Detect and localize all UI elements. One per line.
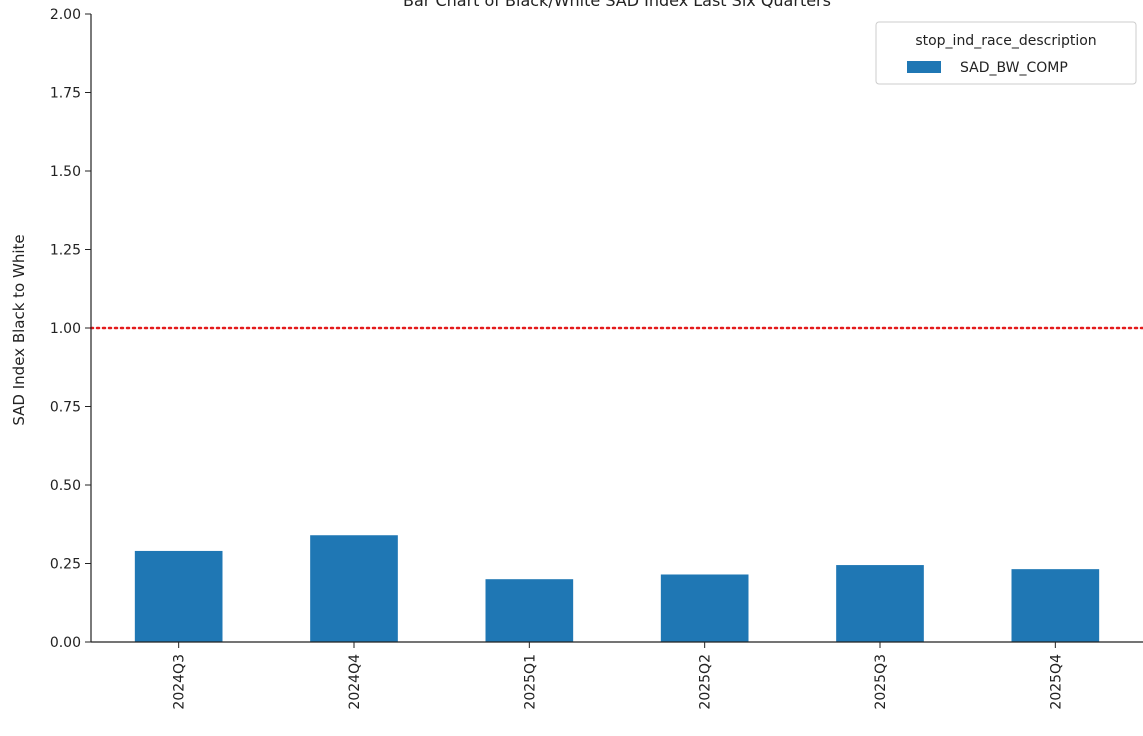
bar-2025q2 [661, 574, 749, 642]
y-tick-label: 1.25 [50, 243, 81, 259]
legend-title: stop_ind_race_description [915, 33, 1096, 49]
y-axis-title: SAD Index Black to White [10, 234, 28, 425]
y-tick-label: 0.00 [50, 635, 81, 651]
x-tick-label: 2025Q3 [873, 654, 889, 710]
chart-title: Bar Chart of Black/White SAD Index Last … [403, 0, 831, 10]
legend[interactable]: stop_ind_race_description SAD_BW_COMP [876, 22, 1136, 84]
bar-2024q4 [310, 535, 398, 642]
x-tick-label: 2025Q4 [1048, 654, 1064, 710]
bar-2024q3 [135, 551, 223, 642]
bar-2025q1 [486, 579, 574, 642]
x-axis: 2024Q3 2024Q4 2025Q1 2025Q2 2025Q3 2025Q4 [172, 642, 1065, 710]
y-tick-label: 1.00 [50, 321, 81, 337]
y-tick-label: 2.00 [50, 7, 81, 23]
y-tick-label: 0.75 [50, 400, 81, 416]
y-tick-label: 1.50 [50, 164, 81, 180]
bar-2025q4 [1012, 569, 1100, 642]
bar-2025q3 [836, 565, 924, 642]
x-tick-label: 2025Q2 [698, 654, 714, 710]
legend-entry-sad-bw-comp: SAD_BW_COMP [960, 60, 1068, 76]
x-tick-label: 2024Q4 [347, 654, 363, 710]
y-tick-label: 0.50 [50, 478, 81, 494]
bars [135, 535, 1099, 642]
x-tick-label: 2024Q3 [172, 654, 188, 710]
y-tick-label: 1.75 [50, 86, 81, 102]
legend-swatch [907, 61, 941, 73]
y-axis: 0.00 0.25 0.50 0.75 1.00 1.25 1.50 1.75 2.00 [50, 7, 91, 651]
y-tick-label: 0.25 [50, 557, 81, 573]
x-tick-label: 2025Q1 [522, 654, 538, 710]
